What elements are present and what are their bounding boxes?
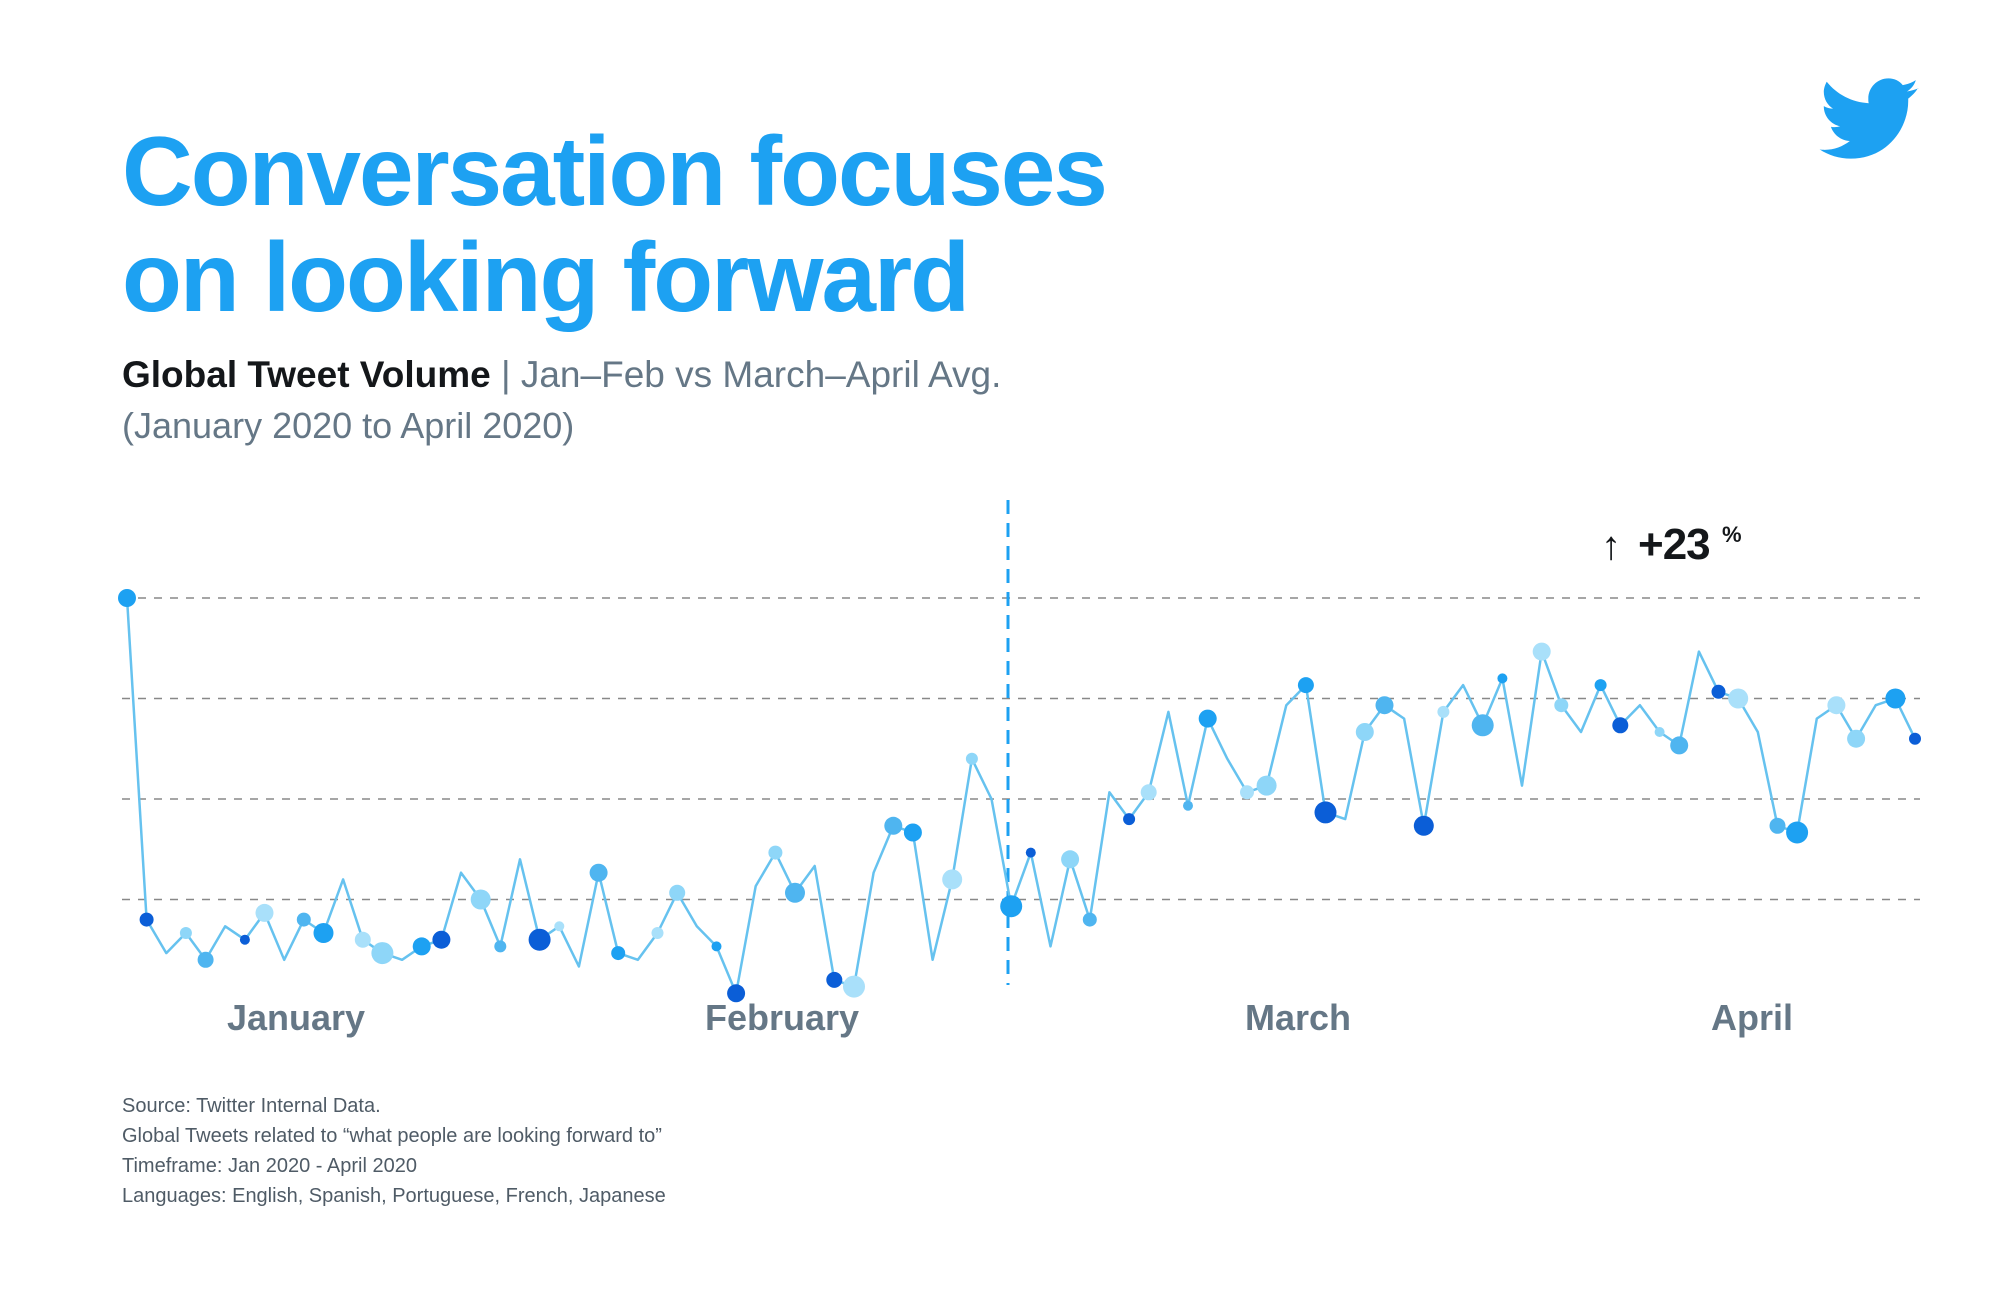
data-point bbox=[942, 869, 963, 890]
subtitle-bold: Global Tweet Volume bbox=[122, 354, 491, 395]
data-point bbox=[1711, 684, 1726, 699]
data-point bbox=[371, 942, 394, 965]
footnote-query: Global Tweets related to “what people ar… bbox=[122, 1125, 662, 1147]
data-point bbox=[1183, 800, 1193, 811]
data-point bbox=[768, 845, 783, 860]
data-point bbox=[1314, 801, 1337, 824]
data-point bbox=[1594, 679, 1607, 692]
data-points bbox=[118, 589, 1921, 1003]
data-point bbox=[1025, 847, 1036, 858]
subtitle-rest: Jan–Feb vs March–April Avg. bbox=[520, 354, 1002, 395]
data-point bbox=[1827, 696, 1846, 715]
data-point bbox=[1198, 709, 1217, 728]
data-point bbox=[651, 927, 664, 939]
data-point bbox=[611, 946, 626, 961]
data-point bbox=[1082, 912, 1097, 927]
footnote-source: Source: Twitter Internal Data. bbox=[122, 1095, 381, 1117]
data-point bbox=[554, 921, 565, 932]
annotation-arrow: ↑ bbox=[1601, 524, 1621, 568]
data-point bbox=[1061, 850, 1080, 869]
data-point bbox=[1437, 705, 1450, 718]
data-point bbox=[1375, 696, 1394, 715]
data-point bbox=[1728, 688, 1749, 709]
data-point bbox=[669, 884, 686, 901]
data-point bbox=[1413, 815, 1434, 836]
data-point bbox=[255, 903, 274, 922]
data-point bbox=[589, 863, 608, 882]
title-line-2: on looking forward bbox=[122, 222, 970, 332]
x-axis-labels: January February March April bbox=[227, 997, 1793, 1038]
data-point bbox=[1000, 895, 1023, 918]
data-point bbox=[1612, 717, 1629, 734]
data-point bbox=[118, 589, 136, 607]
data-point bbox=[1256, 775, 1277, 796]
data-point bbox=[1554, 698, 1569, 713]
twitter-bird-icon bbox=[1819, 78, 1919, 159]
date-range: (January 2020 to April 2020) bbox=[122, 405, 575, 446]
chart-subtitle: Global Tweet Volume | Jan–Feb vs March–A… bbox=[122, 352, 1001, 398]
data-point bbox=[432, 930, 451, 949]
data-point bbox=[494, 940, 507, 953]
annotation-value: +23 bbox=[1638, 520, 1710, 569]
data-point bbox=[826, 971, 843, 988]
data-point bbox=[239, 934, 250, 945]
x-tick-label: April bbox=[1711, 997, 1793, 1038]
data-point bbox=[903, 823, 922, 842]
x-tick-label: January bbox=[227, 997, 365, 1038]
series bbox=[125, 597, 1917, 995]
data-point bbox=[965, 752, 978, 765]
data-point bbox=[1497, 673, 1508, 684]
grid-lines bbox=[122, 597, 1920, 901]
data-point bbox=[354, 931, 371, 948]
data-point bbox=[1355, 723, 1374, 741]
data-point bbox=[1786, 821, 1809, 844]
data-point bbox=[1471, 714, 1494, 737]
data-point bbox=[197, 951, 214, 968]
series-line bbox=[125, 597, 1917, 995]
data-point bbox=[1297, 677, 1314, 694]
footnote-languages: Languages: English, Spanish, Portuguese,… bbox=[122, 1185, 666, 1207]
data-point bbox=[296, 912, 311, 927]
data-point bbox=[711, 941, 722, 952]
data-point bbox=[1769, 817, 1786, 834]
data-point bbox=[1123, 813, 1136, 826]
data-point bbox=[313, 923, 334, 943]
data-point bbox=[1140, 784, 1157, 801]
data-point bbox=[1670, 736, 1689, 755]
data-point bbox=[727, 984, 746, 1003]
data-point bbox=[884, 816, 903, 835]
data-point bbox=[1654, 727, 1665, 737]
data-point bbox=[412, 937, 431, 956]
data-point bbox=[1847, 729, 1866, 748]
title-line-1: Conversation focuses bbox=[122, 116, 1108, 226]
footnote-timeframe: Timeframe: Jan 2020 - April 2020 bbox=[122, 1155, 417, 1177]
data-point bbox=[1909, 732, 1921, 745]
data-point bbox=[1240, 785, 1254, 800]
footnotes: Source: Twitter Internal Data. Global Tw… bbox=[122, 1091, 666, 1211]
annotation: ↑ +23 % bbox=[1601, 520, 1742, 569]
data-point bbox=[528, 928, 551, 951]
subtitle-separator: | bbox=[490, 354, 521, 395]
data-point bbox=[1885, 688, 1906, 709]
data-point bbox=[139, 912, 154, 927]
data-point bbox=[1532, 642, 1551, 661]
x-tick-label: March bbox=[1245, 997, 1351, 1038]
x-tick-label: February bbox=[705, 997, 859, 1038]
annotation-unit: % bbox=[1722, 522, 1742, 547]
page-title: Conversation focuses on looking forward bbox=[122, 118, 1322, 330]
data-point bbox=[470, 889, 491, 910]
data-point bbox=[843, 975, 865, 998]
data-point bbox=[179, 927, 192, 939]
data-point bbox=[785, 882, 805, 903]
